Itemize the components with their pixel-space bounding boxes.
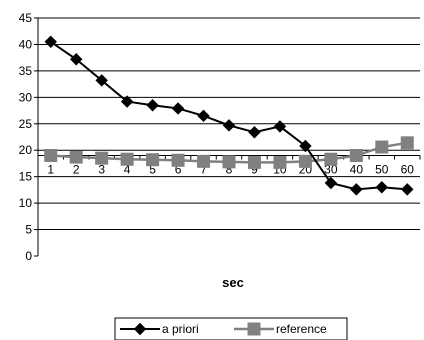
- x-tick-label: 7: [200, 163, 207, 177]
- x-tick-label: 3: [98, 163, 105, 177]
- y-tick-label: 40: [19, 37, 33, 51]
- data-point-reference: [69, 150, 83, 164]
- data-point-reference: [349, 149, 363, 163]
- x-tick-label: 4: [124, 163, 131, 177]
- data-point-reference: [146, 153, 160, 167]
- data-point-a-priori: [248, 126, 261, 139]
- series-layer: [44, 35, 414, 196]
- data-point-a-priori: [146, 99, 159, 112]
- data-point-reference: [197, 154, 211, 168]
- data-point-a-priori: [95, 74, 108, 87]
- y-tick-label: 15: [19, 170, 33, 184]
- data-point-a-priori: [299, 139, 312, 153]
- y-axis: [34, 17, 39, 257]
- legend-label-reference: reference: [276, 322, 327, 336]
- x-tick-label: 6: [175, 163, 182, 177]
- x-tick-label: 9: [251, 163, 258, 177]
- data-point-reference: [120, 152, 134, 166]
- x-tick-label: 5: [149, 163, 156, 177]
- y-tick-label: 0: [25, 249, 32, 263]
- data-point-a-priori: [197, 109, 210, 123]
- data-point-reference: [298, 154, 312, 168]
- y-tick-label: 10: [19, 196, 33, 210]
- data-point-reference: [375, 140, 389, 154]
- y-tick-labels: 0 5 10 15 20 25 30 35 40 45: [19, 11, 33, 263]
- y-tick-label: 20: [19, 143, 33, 157]
- data-point-reference: [247, 155, 261, 169]
- x-tick-label: 8: [226, 163, 233, 177]
- data-point-reference: [44, 149, 58, 163]
- data-point-a-priori: [171, 102, 185, 115]
- series-reference: [44, 136, 414, 169]
- data-point-a-priori: [44, 35, 57, 49]
- y-tick-label: 25: [19, 117, 33, 131]
- legend-label-a-priori: a priori: [162, 322, 199, 336]
- legend-marker-a-priori: [133, 322, 147, 336]
- x-tick-label: 1: [47, 163, 54, 177]
- data-point-reference: [400, 136, 414, 150]
- data-point-a-priori: [324, 176, 338, 190]
- data-point-reference: [222, 155, 236, 169]
- x-tick-label: 2: [73, 163, 80, 177]
- data-point-a-priori: [401, 183, 414, 196]
- data-point-reference: [171, 153, 185, 167]
- data-point-reference: [324, 152, 338, 166]
- data-point-a-priori: [222, 119, 236, 132]
- x-tick-label: 50: [375, 163, 389, 177]
- legend-marker-reference: [247, 322, 261, 336]
- data-point-reference: [95, 151, 109, 165]
- x-axis-title: sec: [222, 275, 244, 290]
- y-tick-label: 45: [19, 11, 33, 25]
- y-tick-label: 5: [25, 223, 32, 237]
- data-point-a-priori: [120, 95, 134, 108]
- y-tick-label: 30: [19, 90, 33, 104]
- data-point-reference: [273, 155, 287, 169]
- x-tick-label: 30: [324, 163, 338, 177]
- x-tick-label: 60: [401, 163, 415, 177]
- y-tick-label: 35: [19, 64, 33, 78]
- legend: a priori reference: [114, 317, 348, 340]
- data-point-a-priori: [375, 181, 389, 194]
- series-a-priori: [44, 35, 414, 196]
- data-point-a-priori: [69, 53, 83, 66]
- data-point-a-priori: [273, 120, 287, 133]
- x-tick-label: 40: [350, 163, 364, 177]
- data-point-a-priori: [350, 183, 363, 196]
- legend-box: [114, 317, 348, 340]
